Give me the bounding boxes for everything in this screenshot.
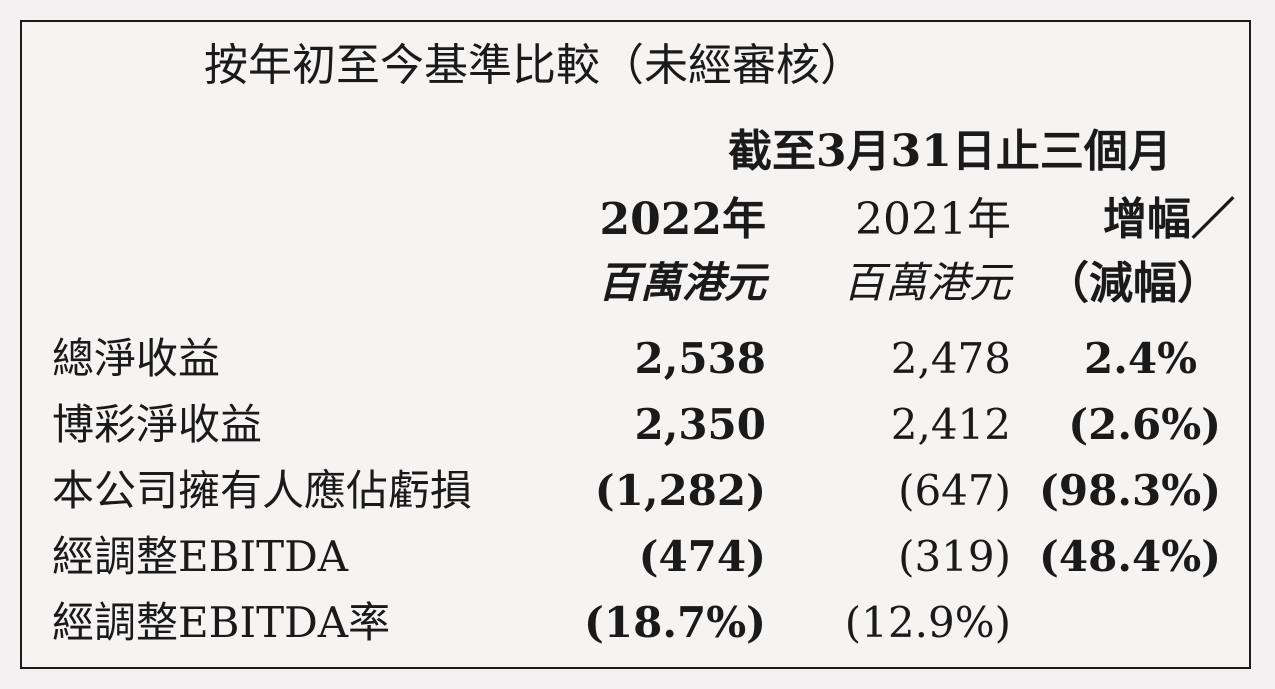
cell-gaming-net-revenue-2022: 2,350 [634, 400, 766, 449]
cell-adjusted-ebitda-2021: (319) [898, 532, 1011, 581]
table-frame: 按年初至今基準比較（未經審核） 截至3月31日止三個月 2022年 百萬港元 2… [20, 20, 1251, 669]
cell-adjusted-ebitda-margin-2021: (12.9%) [844, 598, 1011, 647]
cell-gaming-net-revenue-2021: 2,412 [890, 400, 1011, 449]
table-title: 按年初至今基準比較（未經審核） [204, 40, 864, 91]
cell-total-net-revenue-2022: 2,538 [634, 334, 766, 383]
column-header-2021: 2021年 [855, 194, 1011, 245]
row-label-total-net-revenue: 總淨收益 [52, 334, 221, 383]
column-header-2022: 2022年 [599, 194, 766, 245]
cell-gaming-net-revenue-change: (2.6%) [1068, 400, 1221, 449]
cell-total-net-revenue-2021: 2,478 [890, 334, 1011, 383]
column-unit-2022: 百萬港元 [597, 258, 766, 307]
cell-adjusted-ebitda-change: (48.4%) [1039, 532, 1221, 581]
row-label-loss-attributable: 本公司擁有人應佔虧損 [52, 466, 473, 515]
column-header-change-line2: （減幅） [1045, 258, 1221, 309]
row-label-gaming-net-revenue: 博彩淨收益 [52, 400, 263, 449]
column-unit-2021: 百萬港元 [842, 258, 1011, 307]
row-label-adjusted-ebitda: 經調整EBITDA [52, 532, 349, 581]
cell-total-net-revenue-change: 2.4% [1084, 334, 1197, 383]
cell-loss-attributable-change: (98.3%) [1039, 466, 1221, 515]
cell-loss-attributable-2022: (1,282) [594, 466, 766, 515]
cell-adjusted-ebitda-2022: (474) [638, 532, 766, 581]
row-label-adjusted-ebitda-margin: 經調整EBITDA率 [52, 598, 391, 647]
cell-adjusted-ebitda-margin-2022: (18.7%) [584, 598, 766, 647]
cell-loss-attributable-2021: (647) [898, 466, 1011, 515]
column-header-change: 增幅／ [1103, 194, 1235, 245]
period-header: 截至3月31日止三個月 [728, 126, 1172, 177]
